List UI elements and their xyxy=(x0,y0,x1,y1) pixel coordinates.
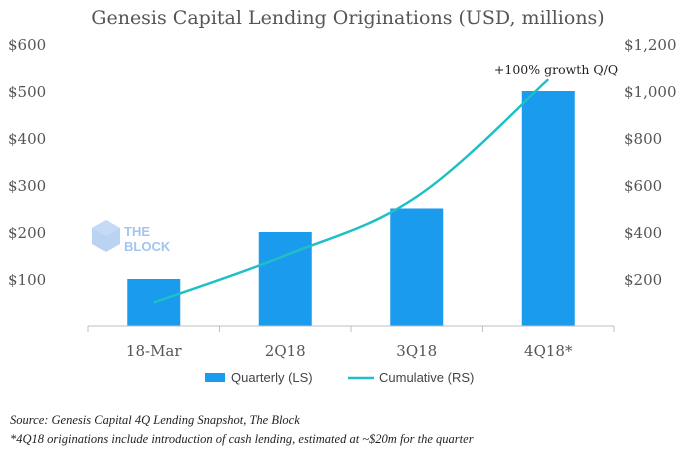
chart-title: Genesis Capital Lending Originations (US… xyxy=(91,7,604,29)
left-axis: $100 $200 $300 $400 $500 $600 xyxy=(8,36,46,289)
left-tick-label: $100 xyxy=(8,271,46,289)
bar xyxy=(258,232,312,326)
right-tick-label: $800 xyxy=(624,130,662,148)
line-series xyxy=(153,78,550,304)
bar xyxy=(390,208,444,326)
logo-text-line2: BLOCK xyxy=(124,239,171,254)
growth-annotation: +100% growth Q/Q xyxy=(494,62,618,77)
the-block-logo: THE BLOCK xyxy=(92,220,171,254)
x-tick-label: 2Q18 xyxy=(265,342,306,360)
left-tick-label: $400 xyxy=(8,130,46,148)
x-tick-label: 18-Mar xyxy=(126,342,182,360)
logo-text-line1: THE xyxy=(124,224,150,239)
right-tick-label: $1,000 xyxy=(624,83,677,101)
legend-swatch-quarterly xyxy=(205,373,225,382)
right-axis: $200 $400 $600 $800 $1,000 $1,200 xyxy=(624,36,677,289)
x-tick-label: 4Q18* xyxy=(524,342,573,360)
left-tick-label: $600 xyxy=(8,36,46,54)
right-tick-label: $400 xyxy=(624,224,662,242)
source-note: Source: Genesis Capital 4Q Lending Snaps… xyxy=(10,413,300,427)
footnote: *4Q18 originations include introduction … xyxy=(10,432,474,446)
left-tick-label: $300 xyxy=(8,177,46,195)
left-tick-label: $200 xyxy=(8,224,46,242)
cumulative-line xyxy=(153,78,550,304)
left-tick-label: $500 xyxy=(8,83,46,101)
right-tick-label: $1,200 xyxy=(624,36,677,54)
x-tick-label: 3Q18 xyxy=(396,342,437,360)
right-tick-label: $200 xyxy=(624,271,662,289)
x-axis: 18-Mar 2Q18 3Q18 4Q18* xyxy=(87,326,615,360)
bar xyxy=(521,91,575,326)
right-tick-label: $600 xyxy=(624,177,662,195)
legend-label-cumulative: Cumulative (RS) xyxy=(379,370,474,385)
legend: Quarterly (LS) Cumulative (RS) xyxy=(205,370,474,385)
legend-label-quarterly: Quarterly (LS) xyxy=(231,370,313,385)
bar-series xyxy=(127,91,575,326)
